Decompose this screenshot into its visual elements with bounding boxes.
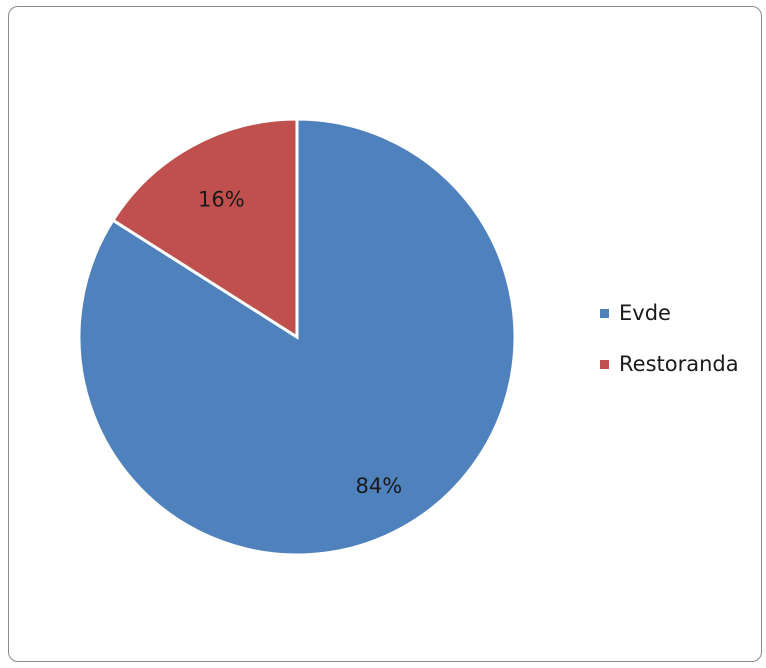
legend: Evde Restoranda	[600, 301, 739, 376]
legend-label-evde: Evde	[619, 301, 671, 325]
data-labels: 84% 16%	[198, 188, 402, 499]
legend-label-restoranda: Restoranda	[619, 352, 739, 376]
pie-slice-restoranda	[110, 117, 299, 340]
data-label-evde: 84%	[356, 474, 403, 498]
data-label-restoranda: 16%	[198, 188, 245, 212]
pie-slices	[77, 117, 517, 557]
legend-swatch-evde	[600, 309, 609, 318]
legend-swatch-restoranda	[600, 360, 609, 369]
